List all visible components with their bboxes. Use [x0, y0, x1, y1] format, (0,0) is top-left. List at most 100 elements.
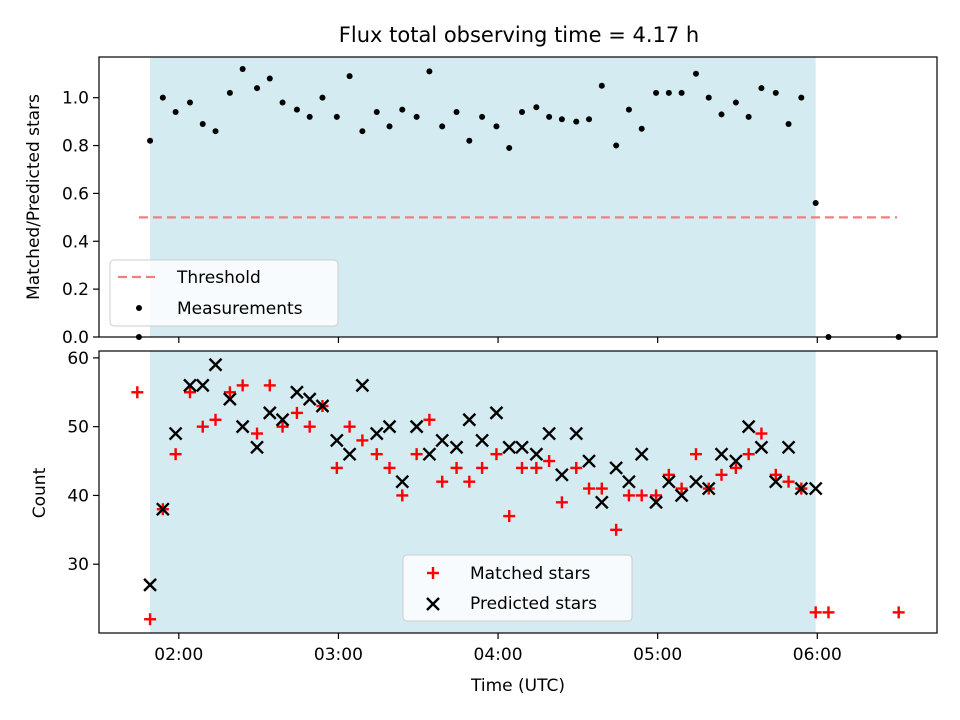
- predicted-star-point: [555, 467, 569, 482]
- predicted-star-point: [569, 426, 584, 441]
- measurements-series: [135, 65, 902, 340]
- measurement-point: [147, 137, 154, 144]
- bottom-y-tick-label: 40: [67, 486, 89, 506]
- chart-title: Flux total observing time = 4.17 h: [339, 23, 699, 47]
- measurement-point: [279, 99, 286, 106]
- matched-star-point: [570, 461, 583, 474]
- matched-star-point: [463, 475, 476, 488]
- predicted-star-point: [781, 440, 796, 455]
- bottom-y-tick-label: 60: [67, 349, 89, 369]
- top-y-tick-label: 1.0: [62, 89, 89, 109]
- bottom-y-tick-label: 50: [67, 418, 89, 438]
- matched-star-point: [370, 448, 383, 461]
- top-y-tick-label: 0.0: [62, 328, 89, 348]
- predicted-star-point: [462, 412, 477, 427]
- predicted-star-point: [502, 440, 517, 455]
- matched-star-point: [356, 434, 369, 447]
- predicted-star-point: [449, 440, 464, 455]
- matched-star-point: [450, 461, 463, 474]
- matched-star-point: [330, 461, 343, 474]
- measurement-point: [186, 99, 193, 106]
- predicted-star-point: [435, 433, 450, 448]
- measurement-point: [439, 123, 446, 130]
- measurement-point: [453, 109, 460, 116]
- matched-star-point: [662, 468, 675, 481]
- bottom-y-axis-label: Count: [30, 467, 50, 518]
- predicted-star-point: [250, 440, 264, 455]
- matched-star-point: [650, 489, 663, 502]
- matched-star-point: [209, 413, 222, 426]
- top-y-axis: 0.0 0.2 0.4 0.6 0.8 1.0: [62, 89, 99, 348]
- bottom-y-axis: 30 40 50 60: [67, 349, 99, 575]
- bottom-axes-frame: [98, 350, 938, 634]
- bottom-x-tick-label: 03:00: [314, 645, 363, 665]
- matched-star-point: [555, 496, 568, 509]
- matched-star-point: [892, 606, 905, 619]
- measurement-point: [466, 137, 473, 144]
- predicted-star-point: [223, 392, 237, 406]
- predicted-star-point: [355, 378, 370, 393]
- predicted-star-point: [342, 447, 357, 462]
- predicted-star-point: [168, 426, 183, 441]
- measurement-point: [785, 121, 792, 128]
- top-y-tick-label: 0.2: [62, 280, 89, 300]
- matched-star-point: [490, 448, 503, 461]
- matched-star-point: [303, 420, 316, 433]
- measurement-point: [226, 89, 233, 96]
- measurement-point: [573, 118, 580, 125]
- predicted-star-point: [302, 392, 317, 406]
- top-axes-frame: [98, 56, 938, 338]
- matched-star-point: [410, 448, 423, 461]
- matched-star-point: [515, 461, 528, 474]
- matched-star-point: [635, 489, 648, 502]
- predicted-star-point: [529, 447, 544, 462]
- measurement-point: [426, 68, 433, 75]
- measurement-point: [718, 111, 725, 118]
- measurement-point: [266, 75, 273, 82]
- predicted-star-point: [382, 419, 397, 434]
- predicted-star-point: [422, 447, 437, 462]
- matched-star-point: [675, 482, 688, 495]
- measurement-point: [346, 73, 353, 80]
- predicted-star-point: [475, 433, 489, 448]
- predicted-star-point: [489, 406, 504, 420]
- measurement-point: [333, 113, 340, 120]
- matched-star-point: [223, 386, 236, 399]
- predicted-star-point: [594, 495, 609, 510]
- predicted-star-point: [515, 440, 529, 455]
- matched-star-point: [742, 448, 755, 461]
- matched-star-point: [595, 482, 608, 495]
- measurement-point: [199, 121, 206, 128]
- matched-star-point: [251, 427, 264, 440]
- matched-star-point: [276, 420, 289, 433]
- bottom-x-tick-label: 06:00: [793, 645, 842, 665]
- measurement-point: [159, 94, 166, 101]
- measurement-point: [665, 89, 672, 96]
- measurement-point: [239, 65, 246, 72]
- predicted-star-point: [701, 481, 716, 496]
- predicted-star-point: [661, 474, 676, 489]
- measurement-point: [705, 94, 712, 101]
- predicted-star-point: [674, 488, 689, 503]
- matched-star-point: [503, 510, 516, 523]
- predicted-star-point: [275, 412, 290, 427]
- measurement-point: [293, 106, 300, 113]
- predicted-star-point: [808, 481, 823, 496]
- measurement-point: [586, 116, 593, 123]
- measurement-point: [613, 142, 620, 149]
- measurement-point: [533, 104, 540, 111]
- measurement-point: [172, 109, 179, 116]
- predicted-star-point: [634, 447, 649, 462]
- predicted-star-point: [768, 474, 783, 489]
- predicted-star-point: [622, 474, 636, 489]
- predicted-star-point: [582, 454, 596, 468]
- measurement-point: [306, 113, 313, 120]
- matched-star-point: [169, 448, 182, 461]
- matched-star-point: [183, 386, 196, 399]
- bottom-x-axis: 02:00 03:00 04:00 05:00 06:00: [154, 633, 842, 665]
- measurement-point: [254, 85, 261, 92]
- matched-star-point: [782, 475, 795, 488]
- matched-star-point: [343, 420, 356, 433]
- predicted-star-point: [689, 474, 703, 489]
